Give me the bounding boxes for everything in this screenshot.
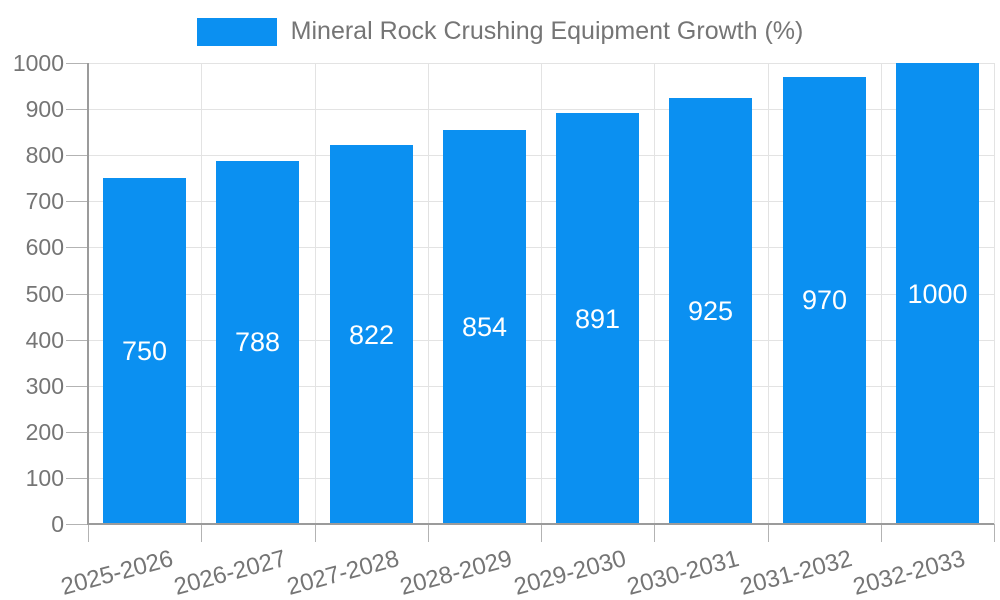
gridline-vertical [201,63,202,524]
y-axis-tick-label: 500 [25,281,64,307]
y-axis-line [87,63,89,524]
bar[interactable] [330,145,413,524]
x-axis-tick-label: 2025-2026 [58,545,176,600]
x-axis-line [87,523,994,525]
bar[interactable] [783,77,866,524]
y-axis-tick [66,201,88,202]
legend: Mineral Rock Crushing Equipment Growth (… [0,17,1000,46]
gridline-vertical [654,63,655,524]
y-axis-tick [66,432,88,433]
gridline-vertical [768,63,769,524]
y-axis-tick-label: 600 [25,234,64,260]
y-axis-tick-label: 400 [25,327,64,353]
bar-value-label: 970 [801,285,848,315]
y-axis-tick [66,247,88,248]
x-axis-tick-label: 2026-2027 [171,545,289,600]
legend-item[interactable]: Mineral Rock Crushing Equipment Growth (… [196,17,804,46]
y-axis-tick-label: 1000 [12,50,64,76]
y-axis-tick [66,478,88,479]
x-axis-tick-label: 2032-2033 [850,545,968,600]
x-axis-tick [428,524,429,542]
x-axis-tick-label: 2027-2028 [284,545,402,600]
bar[interactable] [103,178,186,524]
x-axis-tick [88,524,89,542]
y-axis-tick-label: 700 [25,188,64,214]
bar-value-label: 854 [461,312,508,342]
y-axis-tick [66,524,88,525]
bar-value-label: 891 [574,304,621,334]
x-axis-tick [201,524,202,542]
x-axis-tick-label: 2028-2029 [397,545,515,600]
y-axis-tick [66,294,88,295]
bar[interactable] [669,98,752,524]
bar-value-label: 925 [687,296,734,326]
y-axis-tick [66,386,88,387]
y-axis-tick-label: 0 [51,511,64,537]
y-axis-tick [66,63,88,64]
y-axis-tick [66,109,88,110]
x-axis-tick-label: 2031-2032 [737,545,855,600]
bar-value-label: 822 [348,320,395,350]
x-axis-tick-label: 2029-2030 [511,545,629,600]
gridline-vertical [881,63,882,524]
y-axis-tick [66,340,88,341]
x-axis-tick-label: 2030-2031 [624,545,742,600]
gridline-vertical [541,63,542,524]
bar[interactable] [896,63,979,524]
bar-value-label: 1000 [907,279,968,309]
x-axis-tick [654,524,655,542]
gridline-vertical [994,63,995,524]
x-axis-tick [881,524,882,542]
y-axis-tick-label: 100 [25,465,64,491]
y-axis-tick-label: 900 [25,96,64,122]
x-axis-tick [768,524,769,542]
legend-swatch [196,17,277,46]
gridline-vertical [315,63,316,524]
x-axis-tick [315,524,316,542]
bar-value-label: 750 [121,336,168,366]
y-axis-tick-label: 800 [25,142,64,168]
bar[interactable] [443,130,526,524]
bar-value-label: 788 [234,327,281,357]
x-axis-tick [994,524,995,542]
gridline-vertical [428,63,429,524]
x-axis-tick [541,524,542,542]
bar[interactable] [216,161,299,524]
y-axis-tick [66,155,88,156]
y-axis-tick-label: 300 [25,373,64,399]
y-axis-tick-label: 200 [25,419,64,445]
legend-label: Mineral Rock Crushing Equipment Growth (… [290,17,804,45]
bar[interactable] [556,113,639,524]
